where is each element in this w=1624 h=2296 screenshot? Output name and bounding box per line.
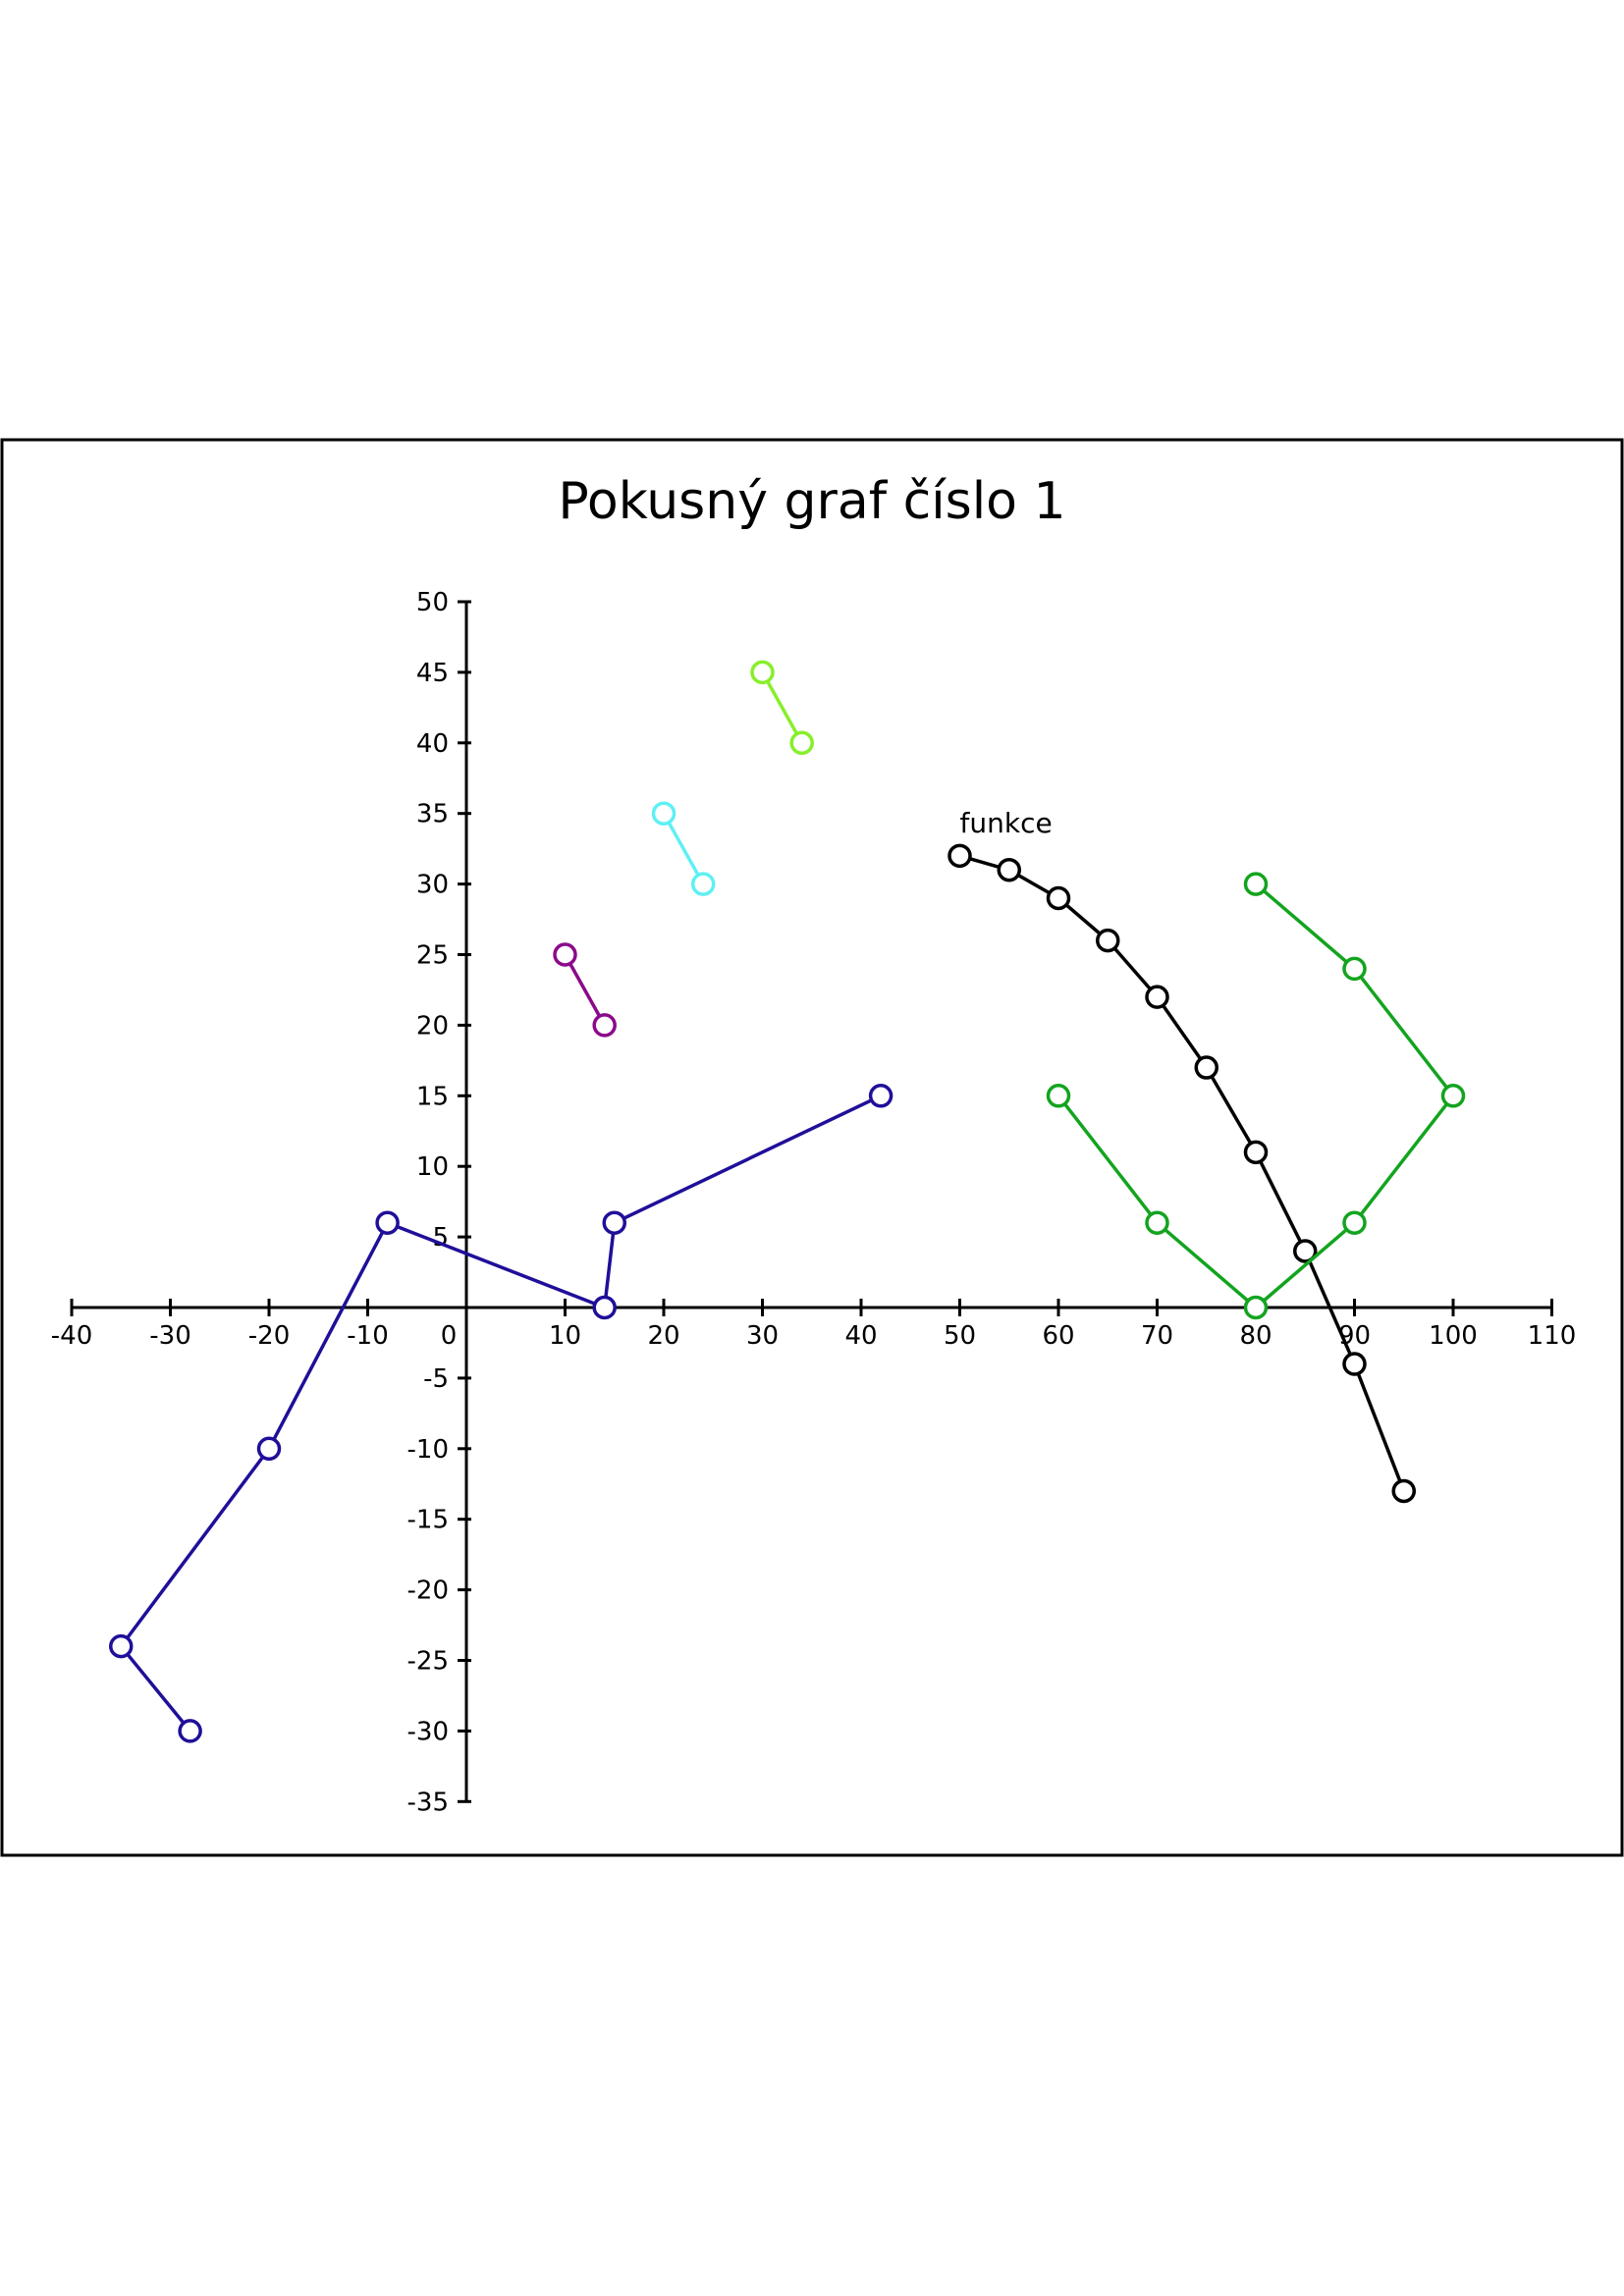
x-tick-label: 0 [441, 1321, 458, 1351]
chart-title: Pokusný graf číslo 1 [558, 472, 1065, 531]
y-tick-label: 20 [416, 1011, 449, 1041]
x-tick-label: -10 [347, 1321, 388, 1351]
data-point [1145, 985, 1169, 1009]
y-tick-label: 50 [416, 588, 449, 617]
plot-border [0, 438, 1624, 1857]
annotations: funkce [960, 807, 1053, 839]
data-point [651, 801, 677, 826]
x-tick-label: -20 [248, 1321, 290, 1351]
data-point [375, 1210, 400, 1235]
data-point [1046, 885, 1071, 911]
y-tick-label: -5 [423, 1364, 449, 1394]
x-tick-label: 110 [1528, 1321, 1577, 1351]
y-tick-label: 45 [416, 659, 449, 688]
x-tick-label: -40 [51, 1321, 92, 1351]
x-tick-label: 10 [549, 1321, 581, 1351]
series-line [959, 854, 1406, 1492]
x-tick-label: 60 [1042, 1321, 1074, 1351]
series-line [563, 953, 607, 1027]
data-point [690, 872, 716, 896]
data-point [592, 1013, 617, 1038]
x-tick-label: 80 [1239, 1321, 1272, 1351]
y-tick-label: -30 [407, 1717, 449, 1746]
data-point [947, 843, 972, 869]
series-0 [109, 1084, 893, 1743]
data-point [602, 1210, 626, 1235]
data-point [178, 1719, 202, 1743]
y-tick-label: -10 [407, 1435, 449, 1465]
y-tick-label: 35 [416, 800, 449, 829]
data-point [1440, 1084, 1466, 1108]
data-point [109, 1633, 134, 1659]
data-point [1342, 1210, 1367, 1235]
y-tick-label: 25 [416, 941, 449, 971]
x-tick-label: -30 [149, 1321, 190, 1351]
y-tick-label: -25 [407, 1647, 449, 1677]
data-point [997, 857, 1021, 882]
series-line [662, 812, 705, 885]
y-tick-label: 40 [416, 729, 449, 759]
x-tick-label: 40 [844, 1321, 877, 1351]
data-point [789, 730, 814, 756]
x-tick-label: 70 [1141, 1321, 1173, 1351]
series-5 [1046, 872, 1466, 1320]
y-tick-label: 30 [416, 871, 449, 900]
data-point [1342, 956, 1367, 982]
y-tick-label: -35 [407, 1788, 449, 1817]
series-3 [750, 660, 814, 756]
x-tick-label: 100 [1429, 1321, 1478, 1351]
series-2 [651, 801, 716, 896]
annotation-label: funkce [960, 807, 1053, 839]
data-point [1391, 1478, 1416, 1504]
y-tick-label: -15 [407, 1506, 449, 1535]
data-point [868, 1084, 893, 1108]
y-tick-label: 15 [416, 1082, 449, 1111]
data-point [1342, 1352, 1367, 1376]
x-tick-label: 50 [944, 1321, 976, 1351]
y-tick-label: 5 [432, 1223, 449, 1253]
x-tick-label: 20 [647, 1321, 679, 1351]
series-1 [553, 942, 617, 1038]
data-point [1194, 1055, 1218, 1080]
data-point [750, 660, 775, 685]
data-point [1145, 1210, 1169, 1235]
data-point [1243, 872, 1269, 896]
data-point [1243, 1295, 1269, 1320]
x-tick-label: 30 [746, 1321, 779, 1351]
y-tick-label: -20 [407, 1576, 449, 1606]
data-point [553, 942, 577, 967]
data-point [1096, 928, 1120, 953]
data-point [1243, 1140, 1269, 1165]
y-tick-label: 10 [416, 1152, 449, 1182]
series-layer [109, 660, 1466, 1743]
series-4 [947, 843, 1416, 1504]
data-point [256, 1436, 282, 1462]
data-point [592, 1295, 617, 1320]
series-line [760, 671, 804, 744]
data-point [1293, 1239, 1318, 1263]
data-point [1046, 1084, 1071, 1108]
